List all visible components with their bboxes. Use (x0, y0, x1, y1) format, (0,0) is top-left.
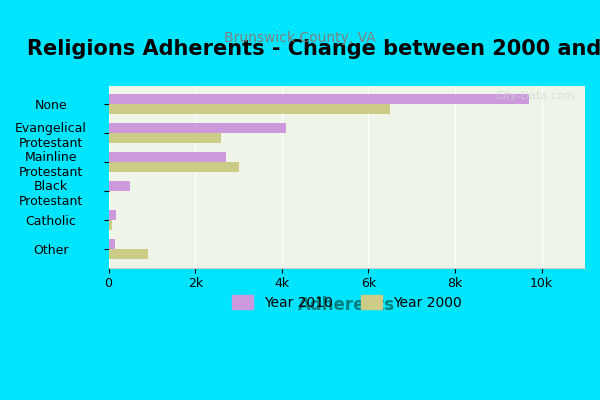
Bar (109, 152, 226, 162)
Legend: Year 2010, Year 2000: Year 2010, Year 2000 (227, 289, 467, 315)
Bar (109, 181, 130, 191)
Bar (109, 162, 239, 172)
Bar (109, 220, 112, 230)
Text: City-Data.com: City-Data.com (496, 91, 575, 101)
Bar (109, 210, 116, 220)
Text: Brunswick County, VA: Brunswick County, VA (224, 31, 376, 45)
Bar (109, 123, 286, 133)
Bar (109, 104, 390, 114)
Bar (109, 133, 221, 143)
Bar (109, 94, 529, 104)
Bar (109, 249, 148, 259)
Bar (109, 239, 115, 249)
X-axis label: Adherents: Adherents (298, 296, 395, 314)
Title: Religions Adherents - Change between 2000 and 2010: Religions Adherents - Change between 200… (27, 39, 600, 59)
